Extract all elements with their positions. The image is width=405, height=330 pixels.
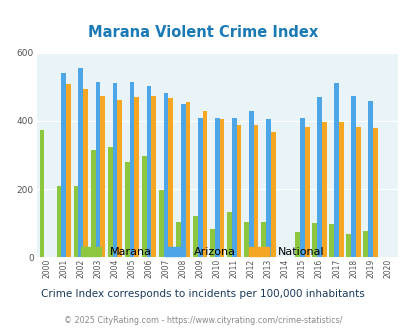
Bar	[124, 162, 129, 257]
Bar	[231, 118, 236, 257]
Bar	[168, 98, 173, 257]
Bar	[299, 117, 304, 257]
Bar	[265, 119, 270, 257]
Bar	[253, 125, 258, 257]
Bar	[180, 104, 185, 257]
Bar	[236, 125, 241, 257]
Bar	[243, 222, 248, 257]
Bar	[294, 232, 299, 257]
Bar	[321, 122, 326, 257]
Bar	[100, 96, 105, 257]
Bar	[175, 222, 180, 257]
Bar	[134, 97, 139, 257]
Bar	[345, 234, 350, 257]
Bar	[338, 122, 343, 257]
Bar	[197, 117, 202, 257]
Bar	[362, 231, 367, 257]
Bar	[219, 119, 224, 257]
Bar	[367, 101, 372, 257]
Bar	[112, 83, 117, 257]
Legend: Marana, Arizona, National: Marana, Arizona, National	[77, 242, 328, 262]
Bar	[107, 147, 112, 257]
Bar	[117, 100, 122, 257]
Text: Crime Index corresponds to incidents per 100,000 inhabitants: Crime Index corresponds to incidents per…	[41, 289, 364, 299]
Text: © 2025 CityRating.com - https://www.cityrating.com/crime-statistics/: © 2025 CityRating.com - https://www.city…	[64, 315, 341, 325]
Bar	[158, 190, 163, 257]
Bar	[304, 127, 309, 257]
Bar	[78, 68, 83, 257]
Bar	[163, 93, 168, 257]
Bar	[185, 102, 190, 257]
Bar	[146, 86, 151, 257]
Bar	[260, 222, 265, 257]
Bar	[90, 150, 95, 257]
Bar	[192, 216, 197, 257]
Bar	[151, 96, 156, 257]
Bar	[66, 84, 71, 257]
Bar	[372, 128, 377, 257]
Bar	[350, 96, 355, 257]
Bar	[40, 129, 44, 257]
Bar	[202, 111, 207, 257]
Bar	[226, 212, 231, 257]
Bar	[209, 229, 214, 257]
Bar	[270, 132, 275, 257]
Bar	[61, 73, 66, 257]
Bar	[83, 89, 88, 257]
Bar	[141, 156, 146, 257]
Text: Marana Violent Crime Index: Marana Violent Crime Index	[87, 25, 318, 40]
Bar	[328, 224, 333, 257]
Bar	[248, 111, 253, 257]
Bar	[316, 97, 321, 257]
Bar	[57, 186, 61, 257]
Bar	[311, 223, 316, 257]
Bar	[333, 83, 338, 257]
Bar	[214, 117, 219, 257]
Bar	[74, 186, 78, 257]
Bar	[355, 127, 360, 257]
Bar	[129, 82, 134, 257]
Bar	[95, 82, 100, 257]
